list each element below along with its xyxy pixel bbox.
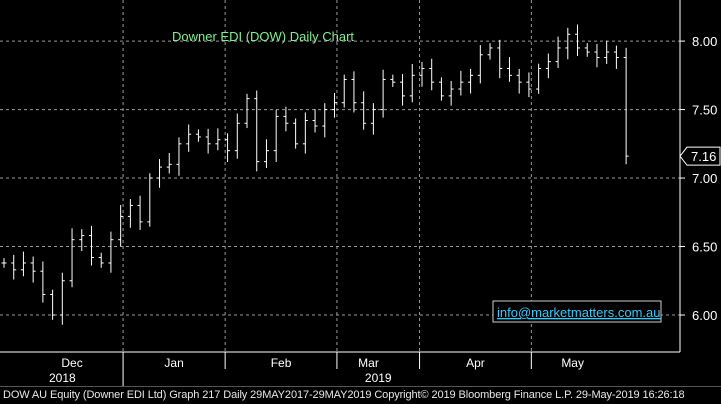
price-bar [506, 57, 512, 82]
price-bar [176, 137, 182, 176]
price-bar [341, 74, 347, 108]
price-bar [555, 36, 561, 69]
x-year-label: 2018 [49, 371, 76, 385]
x-month-label: May [561, 356, 584, 370]
price-bar [205, 128, 211, 154]
price-bar [254, 90, 260, 172]
price-bar [118, 205, 124, 247]
price-bar [380, 69, 386, 118]
axes: 8.00 7.50 7.00 6.50 6.00 Dec Jan Feb Mar Apr May 20… [0, 0, 721, 386]
price-bar [594, 43, 600, 68]
price-bar [419, 62, 425, 87]
x-month-label: Feb [271, 356, 292, 370]
price-bar [390, 74, 396, 87]
price-bar [225, 133, 231, 163]
price-bar [497, 39, 503, 79]
y-tick-label: 6.00 [692, 308, 717, 323]
price-bar [108, 231, 114, 273]
price-bar [20, 251, 26, 277]
price-bar [613, 45, 619, 69]
price-bar [332, 92, 337, 118]
price-bar [215, 128, 221, 151]
price-bar [584, 43, 590, 57]
price-bar [137, 195, 143, 230]
price-bar [195, 129, 201, 142]
price-bar [244, 93, 250, 129]
price-bar [50, 289, 56, 320]
price-bar [565, 27, 571, 60]
price-bar [468, 68, 474, 94]
price-bar [147, 173, 153, 227]
x-month-label: Jan [164, 356, 183, 370]
plot-background [0, 0, 721, 386]
watermark-text: info@marketmatters.com.au [497, 305, 660, 320]
price-bar [11, 254, 17, 280]
y-tick-label: 7.00 [692, 171, 717, 186]
last-price-tag [679, 146, 721, 166]
price-bar [69, 228, 75, 288]
footer-copyright: DOW AU Equity (Downer EDI Ltd) Graph 217… [3, 389, 685, 401]
watermark-box: info@marketmatters.com.au [492, 300, 662, 323]
y-tick-label: 7.50 [692, 103, 717, 118]
price-bars [1, 24, 629, 325]
price-bar [98, 252, 104, 268]
price-bar [157, 159, 163, 188]
price-bar [536, 63, 542, 94]
price-bar [127, 199, 133, 228]
price-bar [438, 77, 444, 101]
price-bar [429, 58, 435, 91]
price-bar [186, 124, 192, 152]
price-bar [40, 261, 46, 303]
price-bar [59, 272, 65, 325]
price-bar [88, 225, 94, 266]
price-bar [30, 256, 36, 283]
chart-title: Downer EDI (DOW) Daily Chart [172, 29, 354, 44]
x-month-label: Apr [466, 356, 485, 370]
price-bar [623, 47, 629, 165]
price-bar [526, 72, 532, 98]
price-bar [477, 45, 483, 84]
price-bar [351, 71, 357, 113]
price-bar [545, 53, 551, 79]
price-bar [283, 106, 289, 132]
price-bar [370, 103, 376, 135]
price-bar [516, 68, 522, 94]
footer-bar: DOW AU Equity (Downer EDI Ltd) Graph 217… [0, 386, 721, 404]
price-bar [400, 74, 406, 106]
last-price-label: 7.16 [691, 149, 716, 164]
price-bar [166, 152, 172, 174]
price-bar [409, 63, 415, 103]
x-month-label: Mar [358, 356, 379, 370]
x-year-label: 2019 [365, 371, 392, 385]
price-bar [575, 24, 581, 57]
price-bar [234, 113, 240, 159]
price-bar [293, 118, 299, 149]
y-tick-label: 8.00 [692, 34, 717, 49]
price-bar [263, 139, 269, 169]
price-bar [79, 229, 85, 252]
price-bar [448, 80, 454, 106]
price-bar [312, 109, 318, 133]
price-bar [361, 91, 367, 130]
price-bar [458, 70, 464, 96]
price-bar [1, 258, 7, 268]
price-bar [302, 112, 308, 154]
x-month-label: Dec [61, 356, 82, 370]
price-bar [322, 103, 328, 138]
price-bar [487, 43, 493, 60]
y-tick-label: 6.50 [692, 240, 717, 255]
price-bar [604, 40, 610, 64]
price-bar [273, 109, 279, 163]
